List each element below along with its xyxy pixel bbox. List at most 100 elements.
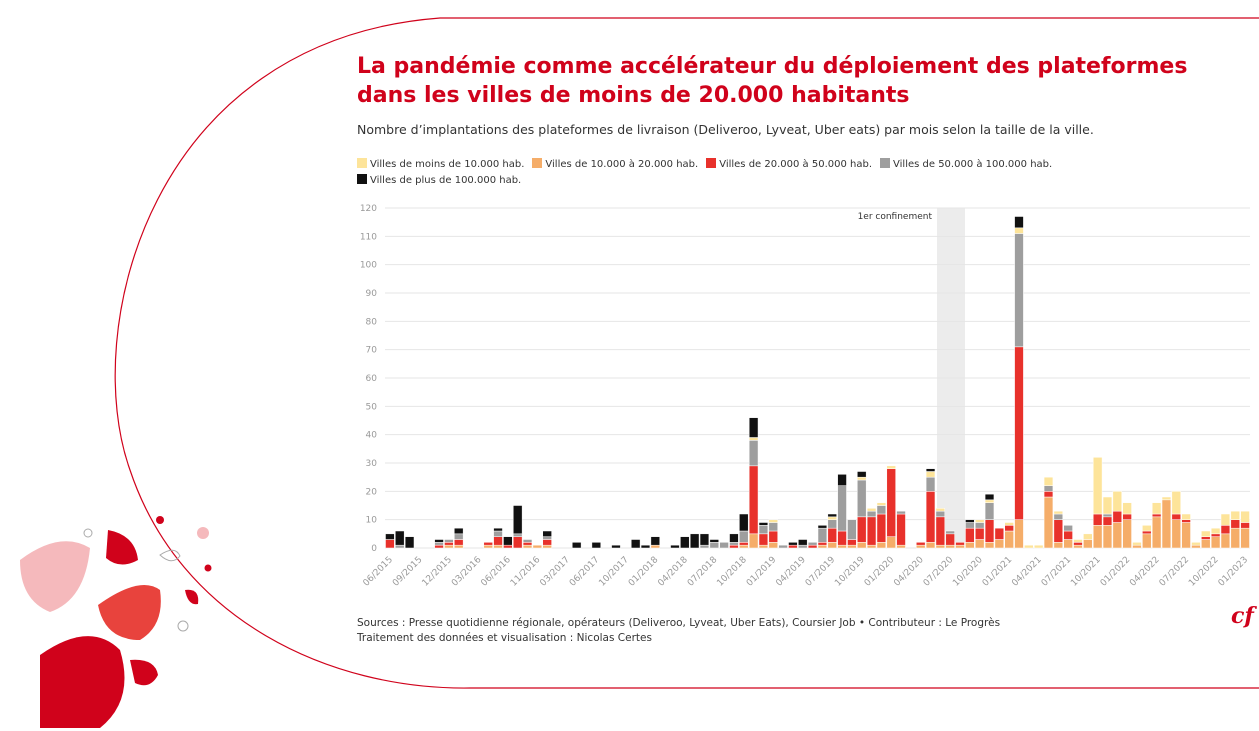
annotation: 1er confinement — [858, 212, 933, 222]
bar — [935, 508, 946, 512]
x-tick-label: 04/2021 — [1010, 555, 1044, 589]
bar — [916, 544, 926, 549]
bar — [1142, 533, 1152, 549]
legend-swatch — [706, 158, 717, 168]
bar — [984, 502, 995, 520]
bar — [866, 516, 877, 546]
bar — [876, 513, 887, 543]
bar — [689, 533, 700, 549]
legend-label: Villes de plus de 100.000 hab. — [370, 175, 522, 186]
bar — [709, 542, 719, 549]
x-tick-label: 01/2022 — [1099, 555, 1133, 589]
bar — [503, 536, 513, 546]
bar — [1210, 533, 1221, 537]
bar — [1151, 513, 1162, 518]
bar — [680, 536, 690, 549]
bar — [925, 468, 936, 472]
y-tick-label: 60 — [366, 374, 378, 384]
x-tick-label: 01/2023 — [1217, 555, 1251, 589]
bar — [798, 544, 808, 549]
bar — [1161, 496, 1172, 501]
bar — [1063, 530, 1073, 540]
bar — [1210, 536, 1221, 549]
bar — [1073, 544, 1083, 549]
bar — [876, 542, 887, 549]
bar — [857, 479, 867, 518]
bar — [454, 533, 464, 540]
bar — [1181, 519, 1191, 523]
bar — [434, 542, 444, 546]
bar — [395, 544, 405, 549]
bar — [483, 544, 493, 549]
bar — [817, 544, 828, 549]
y-tick-label: 120 — [360, 204, 377, 214]
legend-label: Villes de moins de 10.000 hab. — [370, 159, 525, 170]
bar — [758, 533, 769, 546]
bar — [650, 536, 660, 546]
legend-label: Villes de 20.000 à 50.000 hab. — [719, 159, 873, 170]
bar — [975, 539, 985, 549]
bar — [1063, 539, 1073, 549]
x-tick-label: 07/2021 — [1040, 555, 1074, 589]
bar — [857, 516, 867, 543]
bar — [807, 542, 818, 546]
bar — [729, 542, 739, 546]
bar — [945, 533, 955, 546]
bar — [542, 544, 552, 549]
bar — [513, 533, 523, 537]
bar — [837, 530, 847, 546]
bar — [454, 527, 464, 535]
bar — [748, 437, 759, 441]
legend-swatch — [357, 158, 367, 168]
bar — [866, 510, 877, 518]
bar — [493, 544, 503, 549]
bar — [827, 513, 837, 518]
x-tick-label: 01/2018 — [627, 555, 661, 589]
bar — [1201, 539, 1211, 549]
x-tick-label: 12/2015 — [421, 555, 455, 589]
bar — [827, 527, 837, 543]
bar — [1210, 527, 1221, 535]
bar — [758, 522, 769, 526]
bar — [522, 542, 533, 546]
bar — [1014, 519, 1024, 549]
bar — [788, 542, 798, 546]
bar — [522, 539, 533, 543]
x-tick-label: 06/2017 — [568, 555, 602, 589]
bar — [748, 440, 759, 467]
sources: Sources : Presse quotidienne régionale, … — [357, 617, 1001, 629]
bar — [434, 544, 444, 549]
x-tick-label: 04/2018 — [656, 555, 690, 589]
bar — [650, 544, 660, 549]
bar — [827, 542, 837, 549]
bar — [591, 542, 602, 549]
bar — [542, 539, 552, 546]
x-tick-label: 01/2019 — [745, 555, 779, 589]
x-tick-label: 10/2021 — [1069, 555, 1103, 589]
bar — [896, 544, 906, 549]
bar — [1102, 516, 1113, 526]
bar — [1024, 544, 1034, 549]
decoration — [20, 516, 212, 728]
bar — [945, 544, 955, 549]
bar — [886, 468, 896, 537]
legend-label: Villes de 10.000 à 20.000 hab. — [545, 159, 699, 170]
bar — [1092, 457, 1103, 515]
bar — [925, 476, 936, 492]
bar — [513, 536, 523, 549]
bar — [827, 519, 837, 529]
bar — [975, 519, 985, 523]
bar — [503, 544, 513, 549]
bar — [1102, 525, 1113, 549]
bar — [965, 522, 975, 529]
bar — [925, 471, 936, 478]
bar — [454, 544, 464, 549]
bar — [483, 542, 493, 546]
x-tick-label: 07/2020 — [922, 555, 956, 589]
bar — [532, 544, 543, 549]
bar — [1171, 491, 1181, 515]
bar — [1102, 513, 1113, 518]
bar — [444, 544, 454, 549]
bar — [1240, 527, 1250, 549]
bar — [827, 516, 837, 520]
